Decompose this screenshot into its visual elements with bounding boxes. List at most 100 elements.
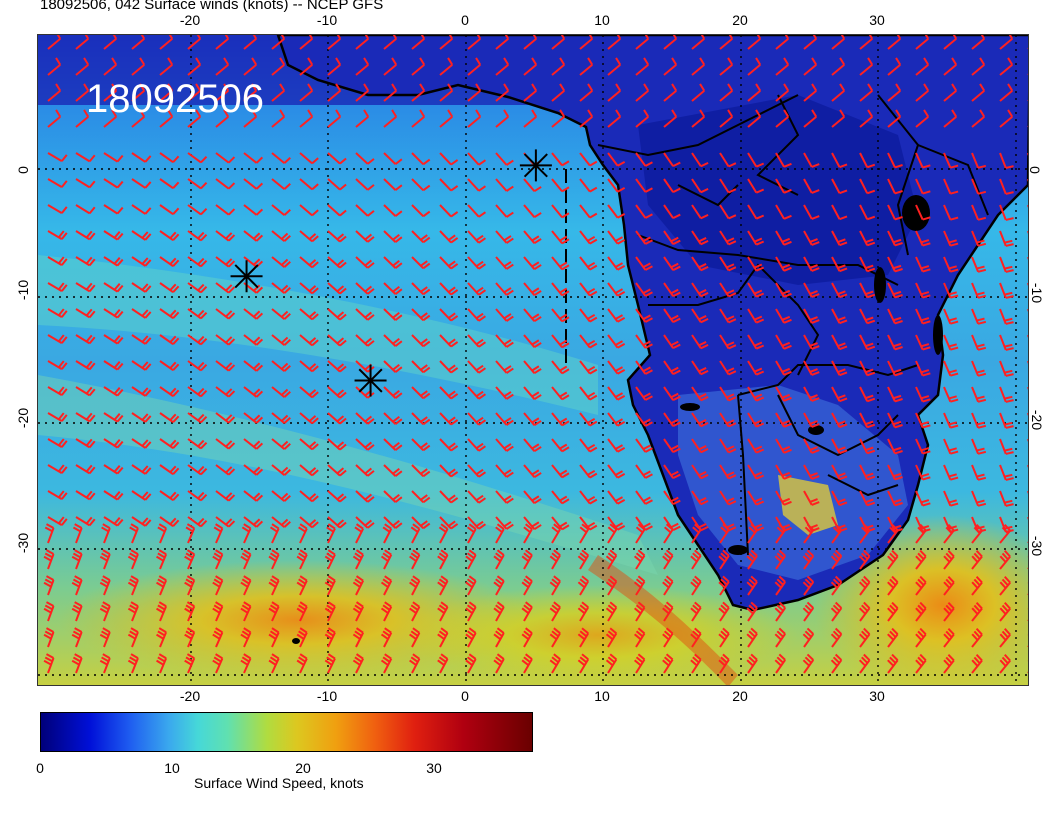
wind-barb: [523, 178, 536, 192]
wind-barb-flag: [728, 370, 737, 376]
wind-barb-flag: [605, 659, 614, 667]
wind-barb-flag: [894, 476, 903, 481]
wind-barb-flag: [391, 83, 398, 92]
wind-barb-flag: [889, 578, 897, 586]
wind-barb-flag: [129, 526, 138, 533]
wind-barb-flag: [525, 523, 533, 530]
wind-barb: [467, 152, 480, 166]
wind-barb-flag: [866, 189, 876, 195]
wind-barb-flag: [698, 445, 707, 451]
wind-barb: [271, 178, 285, 190]
wind-barb-flag: [922, 268, 931, 273]
wind-barb: [1027, 567, 1028, 569]
wind-barb: [187, 37, 201, 50]
wind-barb-flag: [728, 448, 737, 454]
wind-barb-flag: [637, 653, 646, 661]
wind-barb-flag: [581, 575, 589, 583]
wind-barb-flag: [1005, 295, 1014, 299]
wind-barb-flag: [891, 549, 899, 557]
wind-barb-flag: [894, 190, 903, 195]
wind-barb-flag: [866, 267, 876, 273]
wind-barb: [1027, 491, 1028, 494]
wind-barb-flag: [448, 35, 454, 40]
wind-barb-flag: [809, 316, 818, 321]
wind-barb-flag: [213, 656, 222, 663]
wind-barb-flag: [308, 259, 317, 266]
wind-barb: [495, 37, 509, 50]
wind-barb-flag: [698, 263, 707, 269]
wind-barb-flag: [589, 160, 598, 167]
wind-barb-flag: [525, 549, 533, 556]
wind-barb-flag: [802, 607, 810, 615]
wind-barb-flag: [533, 394, 542, 401]
wind-barb-flag: [61, 518, 68, 526]
wind-barb-flag: [976, 421, 985, 426]
wind-barb-flag: [327, 653, 336, 660]
wind-barb-flag: [977, 320, 987, 325]
wind-map[interactable]: 18092506: [37, 34, 1029, 686]
wind-barb-flag: [127, 633, 136, 640]
wind-barb-flag: [102, 601, 111, 607]
wind-barb-flag: [948, 395, 957, 400]
wind-barb-flag: [559, 417, 568, 424]
wind-barb-flag: [200, 259, 208, 268]
wind-barb-flag: [923, 57, 930, 66]
wind-barb-flag: [251, 83, 258, 92]
wind-barb-flag: [85, 386, 93, 395]
wind-barb-flag: [99, 659, 108, 666]
wind-barb-flag: [311, 313, 319, 321]
wind-barb-flag: [839, 501, 848, 507]
wind-barb-flag: [559, 391, 568, 398]
wind-barb-flag: [101, 578, 110, 585]
wind-barb-flag: [922, 320, 931, 325]
wind-barb-flag: [670, 262, 679, 269]
wind-barb-flag: [172, 519, 180, 527]
wind-barb: [215, 204, 230, 216]
lon-tick-top: 20: [732, 12, 748, 28]
wind-barb: [523, 37, 537, 50]
wind-barb-flag: [394, 340, 403, 347]
wind-barb-flag: [448, 260, 456, 267]
wind-barb-flag: [895, 83, 902, 92]
wind-barb-flag: [617, 161, 626, 167]
wind-barb-flag: [503, 83, 510, 92]
wind-barb-flag: [615, 83, 622, 92]
wind-barb-flag: [945, 578, 953, 586]
wind-barb-flag: [1005, 373, 1014, 377]
wind-barb: [691, 115, 705, 128]
wind-barb: [1027, 125, 1028, 127]
wind-barb-flag: [255, 364, 264, 372]
wind-barb-flag: [212, 555, 221, 562]
wind-barb: [271, 204, 285, 216]
wind-barb-flag: [748, 604, 756, 612]
wind-barb-flag: [326, 526, 335, 533]
wind-barb-flag: [698, 341, 707, 347]
wind-barb: [1027, 593, 1028, 595]
wind-barb-flag: [440, 523, 449, 530]
wind-barb-flag: [889, 630, 897, 638]
wind-barb-flag: [561, 524, 570, 531]
wind-barb: [215, 152, 230, 164]
wind-barb-flag: [420, 312, 428, 319]
wind-barb-flag: [699, 109, 706, 118]
wind-barb-flag: [920, 395, 930, 400]
wind-barb-flag: [971, 555, 979, 563]
wind-barb-flag: [587, 391, 596, 398]
wind-barb-flag: [478, 289, 487, 296]
wind-barb-flag: [130, 653, 139, 660]
wind-barb-flag: [223, 57, 230, 66]
wind-barb-flag: [609, 575, 617, 583]
wind-barb-flag: [493, 555, 501, 562]
wind-barb-flag: [450, 185, 459, 192]
wind-barb-flag: [698, 237, 707, 243]
wind-barb-flag: [642, 340, 651, 346]
wind-barb-flag: [1001, 630, 1009, 639]
wind-barb-flag: [720, 630, 728, 638]
wind-barb-flag: [268, 555, 277, 562]
colorbar-tick: 20: [295, 760, 311, 776]
wind-barb-flag: [57, 516, 65, 524]
wind-barb-flag: [1004, 395, 1013, 400]
wind-barb-flag: [283, 443, 291, 450]
wind-barb-flag: [521, 555, 530, 563]
wind-barb-flag: [525, 653, 533, 660]
